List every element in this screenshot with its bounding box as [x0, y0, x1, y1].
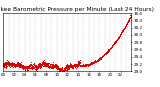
- Title: Milwaukee Barometric Pressure per Minute (Last 24 Hours): Milwaukee Barometric Pressure per Minute…: [0, 7, 154, 12]
